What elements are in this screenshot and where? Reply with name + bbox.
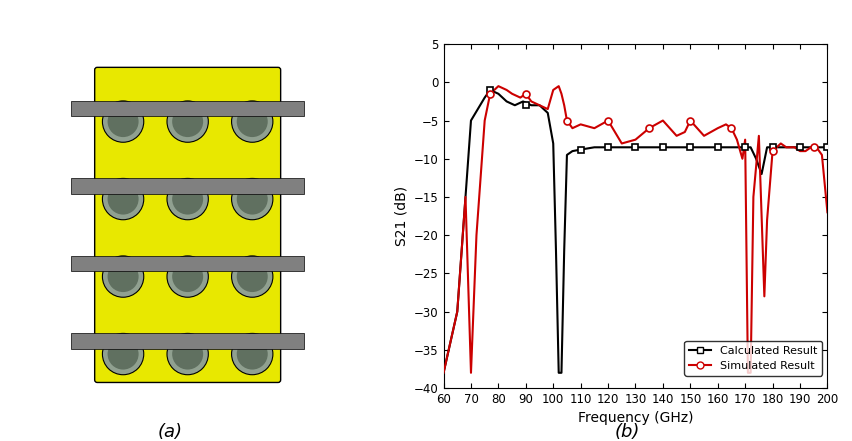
Text: (a): (a) <box>158 422 183 441</box>
Ellipse shape <box>172 261 203 292</box>
Ellipse shape <box>231 333 273 375</box>
Ellipse shape <box>102 101 144 142</box>
Text: (b): (b) <box>613 422 639 441</box>
Ellipse shape <box>237 183 268 215</box>
Bar <box>72 333 303 349</box>
Bar <box>72 256 303 271</box>
Ellipse shape <box>107 183 138 215</box>
Ellipse shape <box>167 179 208 220</box>
Ellipse shape <box>172 106 203 137</box>
Ellipse shape <box>107 106 138 137</box>
Bar <box>72 101 303 116</box>
Ellipse shape <box>107 261 138 292</box>
X-axis label: Frequency (GHz): Frequency (GHz) <box>577 411 693 426</box>
Ellipse shape <box>167 101 208 142</box>
Ellipse shape <box>107 339 138 370</box>
Ellipse shape <box>102 333 144 375</box>
FancyBboxPatch shape <box>95 67 280 382</box>
Ellipse shape <box>172 183 203 215</box>
Legend: Calculated Result, Simulated Result: Calculated Result, Simulated Result <box>683 341 820 376</box>
Ellipse shape <box>167 333 208 375</box>
Bar <box>72 179 303 194</box>
Ellipse shape <box>231 179 273 220</box>
Ellipse shape <box>237 106 268 137</box>
Ellipse shape <box>237 261 268 292</box>
Ellipse shape <box>231 256 273 297</box>
Ellipse shape <box>102 256 144 297</box>
Ellipse shape <box>231 101 273 142</box>
Y-axis label: S21 (dB): S21 (dB) <box>394 186 408 246</box>
Ellipse shape <box>167 256 208 297</box>
Ellipse shape <box>237 339 268 370</box>
Ellipse shape <box>172 339 203 370</box>
Ellipse shape <box>102 179 144 220</box>
